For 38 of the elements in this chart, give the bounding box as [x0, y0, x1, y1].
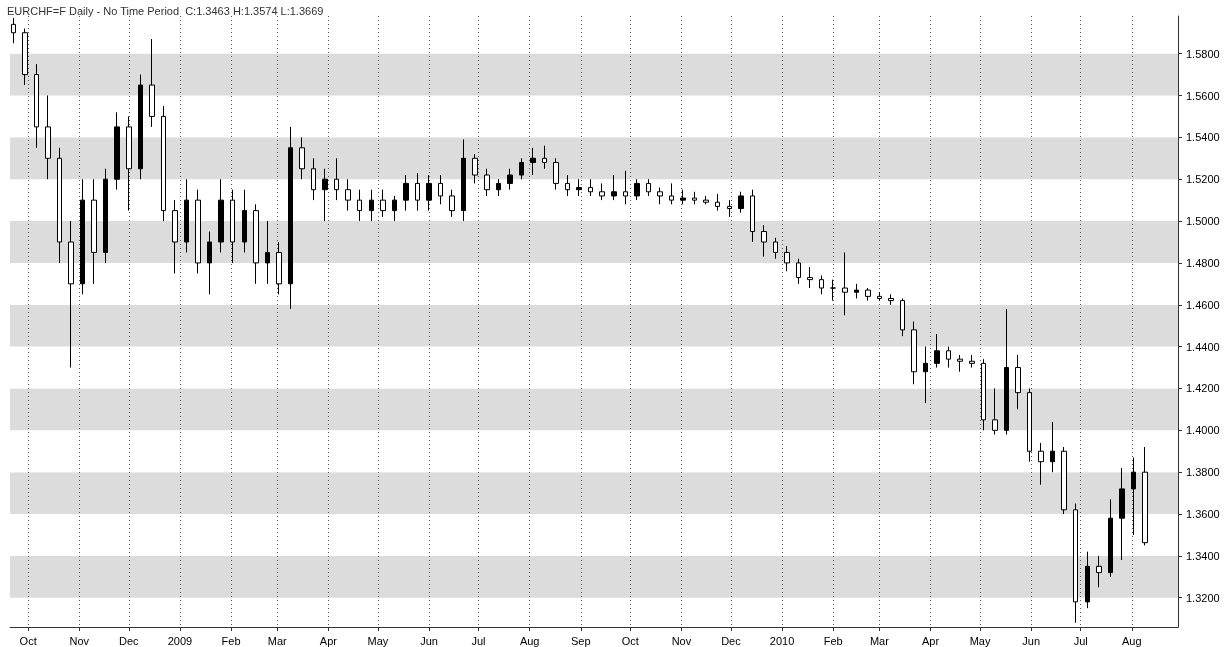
y-tick-label: 1.3800 [1186, 466, 1220, 479]
y-tick-label: 1.4200 [1186, 382, 1220, 395]
x-tick-label: Apr [921, 634, 940, 647]
x-tick-label: Jul [1073, 634, 1088, 647]
x-tick-label: Feb [221, 634, 241, 647]
x-tick-label: Dec [119, 634, 140, 647]
x-tick-label: Nov [671, 634, 692, 647]
x-tick-label: May [969, 634, 991, 647]
y-tick-label: 1.4000 [1186, 424, 1220, 437]
x-tick-label: Apr [319, 634, 338, 647]
x-tick-label: 2010 [769, 634, 795, 647]
x-tick-label: Sep [571, 634, 591, 647]
y-tick-label: 1.5600 [1186, 89, 1220, 102]
y-tick-label: 1.5400 [1186, 131, 1220, 144]
x-tick-label: Nov [69, 634, 90, 647]
y-tick-label: 1.5200 [1186, 173, 1220, 186]
y-tick-label: 1.3400 [1186, 549, 1220, 562]
x-tick-label: May [367, 634, 389, 647]
y-tick-label: 1.4400 [1186, 340, 1220, 353]
y-tick-label: 1.3200 [1186, 591, 1220, 604]
x-tick-label: Oct [19, 634, 37, 647]
y-tick-label: 1.4800 [1186, 256, 1220, 269]
y-tick-label: 1.3600 [1186, 508, 1220, 521]
x-tick-label: Jun [420, 634, 438, 647]
x-tick-label: Mar [267, 634, 288, 647]
x-tick-label: Dec [721, 634, 742, 647]
x-tick-label: Mar [869, 634, 890, 647]
x-tick-label: Oct [621, 634, 639, 647]
x-tick-label: Jul [471, 634, 486, 647]
y-tick-label: 1.5800 [1186, 47, 1220, 60]
x-tick-label: Aug [519, 634, 540, 647]
chart-title: EURCHF=F Daily - No Time Period C:1.3463 H:1.3574 L:1.3669 [7, 4, 324, 17]
y-tick-label: 1.5000 [1186, 215, 1220, 228]
x-tick-label: Aug [1122, 634, 1142, 647]
x-tick-label: 2009 [167, 634, 193, 647]
x-tick-label: Feb [823, 634, 843, 647]
x-tick-label: Jun [1022, 634, 1041, 647]
y-tick-label: 1.4600 [1186, 298, 1220, 311]
